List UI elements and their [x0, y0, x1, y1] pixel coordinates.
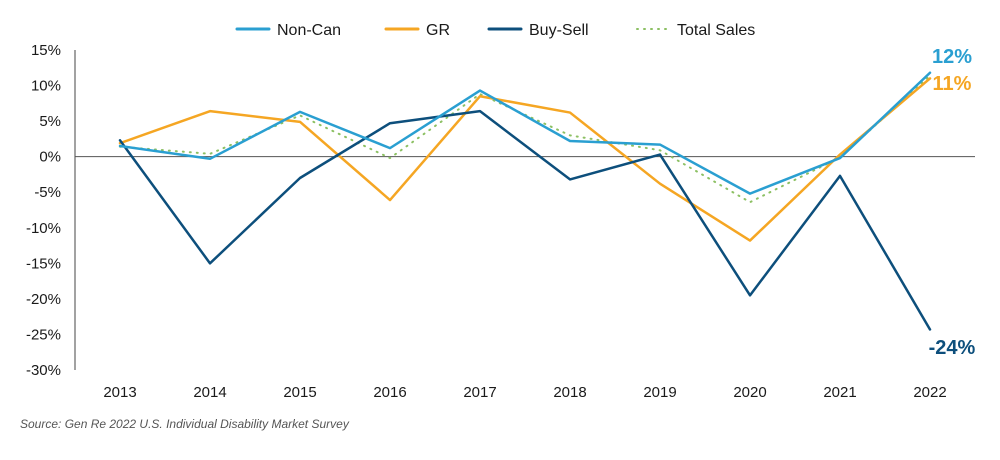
x-tick-label: 2018: [553, 384, 586, 401]
end-labels: 12% 11% -24%: [929, 46, 976, 359]
y-tick-label: -25%: [26, 326, 61, 343]
legend-label: Total Sales: [677, 22, 755, 39]
x-tick-label: 2016: [373, 384, 406, 401]
x-tick-label: 2015: [283, 384, 316, 401]
legend-label: Buy-Sell: [529, 22, 589, 39]
y-tick-label: 0%: [39, 149, 61, 166]
y-axis-ticks: 15% 10% 5% 0% -5% -10% -15% -20% -25% -30%: [26, 42, 61, 379]
y-tick-label: 5%: [39, 113, 61, 130]
x-tick-label: 2017: [463, 384, 496, 401]
end-label-gr: 11%: [933, 73, 972, 95]
series-line-non-can: [118, 71, 932, 195]
y-tick-label: -5%: [34, 184, 61, 201]
end-label-non-can: 12%: [932, 46, 972, 68]
y-tick-label: 10%: [31, 78, 61, 95]
series-line-gr: [118, 77, 932, 242]
legend: Non-Can GR Buy-Sell Total Sales: [235, 22, 755, 39]
legend-item-total-sales: Total Sales: [636, 22, 755, 39]
x-tick-label: 2019: [643, 384, 676, 401]
y-tick-label: -20%: [26, 291, 61, 308]
end-label-buy-sell: -24%: [929, 337, 976, 359]
x-tick-label: 2021: [823, 384, 856, 401]
y-tick-label: -10%: [26, 220, 61, 237]
legend-item-gr: GR: [384, 22, 450, 39]
x-tick-label: 2020: [733, 384, 766, 401]
legend-item-buy-sell: Buy-Sell: [487, 22, 589, 39]
x-tick-label: 2014: [193, 384, 226, 401]
series-line-buy-sell: [118, 109, 932, 331]
series-lines: [118, 71, 932, 331]
source-note: Source: Gen Re 2022 U.S. Individual Disa…: [20, 417, 349, 431]
legend-item-non-can: Non-Can: [235, 22, 341, 39]
y-tick-label: 15%: [31, 42, 61, 59]
x-tick-label: 2013: [103, 384, 136, 401]
legend-label: GR: [426, 22, 450, 39]
y-tick-label: -30%: [26, 362, 61, 379]
x-axis-ticks: 2013 2014 2015 2016 2017 2018 2019 2020 2021 2022: [103, 384, 946, 401]
x-tick-label: 2022: [913, 384, 946, 401]
y-tick-label: -15%: [26, 255, 61, 272]
legend-label: Non-Can: [277, 22, 341, 39]
